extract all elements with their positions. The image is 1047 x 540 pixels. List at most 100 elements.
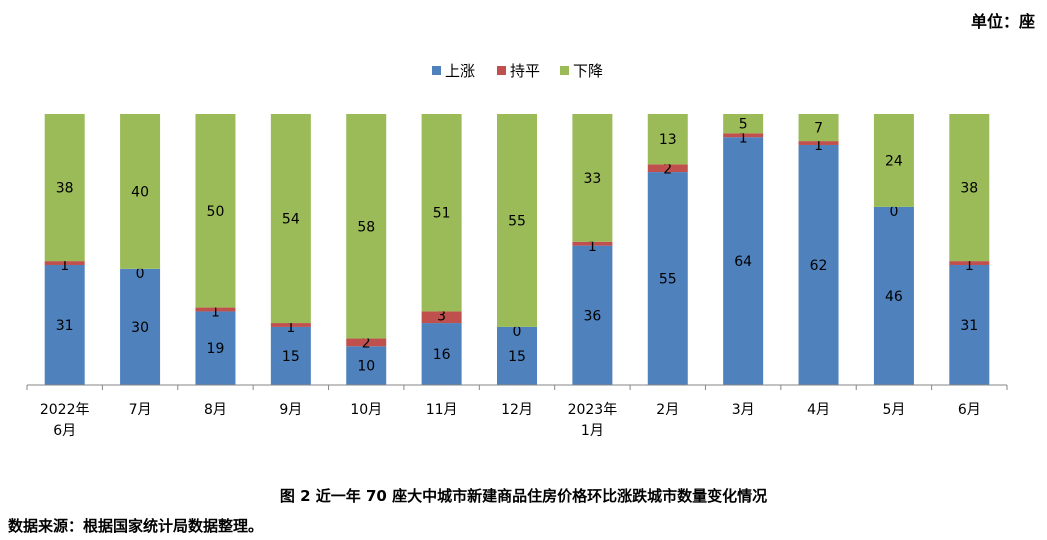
bar-0-2 [195,311,236,385]
bar-2-2 [195,114,236,308]
bar-2-5 [421,114,462,312]
data-label-0-9: 64 [734,254,752,270]
data-label-0-2: 19 [207,341,225,357]
data-label-1-3: 1 [286,320,295,336]
data-label-2-0: 38 [56,181,74,197]
data-label-0-7: 36 [583,308,601,324]
x-tick-label-11-0: 5月 [882,402,905,418]
bar-1-9 [723,133,764,138]
legend-label-0: 上涨 [445,62,475,80]
bar-0-11 [873,206,914,385]
data-label-2-11: 24 [885,153,903,169]
x-tick-label-4-0: 10月 [350,402,382,418]
bar-0-12 [949,264,990,385]
bar-1-5 [421,311,462,324]
bar-2-10 [798,114,839,142]
bar-0-8 [647,172,688,385]
x-tick-label-1-0: 7月 [129,402,152,418]
x-tick-label-6-0: 12月 [501,402,533,418]
bar-0-1 [120,268,161,385]
data-label-1-1: 0 [136,266,145,282]
bar-2-6 [497,114,537,327]
bar-2-4 [346,114,387,339]
data-label-1-10: 1 [814,138,823,154]
bar-0-3 [270,326,311,385]
bar-1-7 [572,241,613,246]
legend-swatch-0 [432,66,441,75]
bar-2-9 [723,114,764,134]
bar-1-2 [195,307,236,312]
x-axis: 2022年 6月 7月 8月 9月 10月 11月 12月 2023年 1月 2月 3月 4月 5月 6月 [26,384,1008,439]
bar-0-6 [497,326,537,385]
data-label-0-12: 31 [960,318,978,334]
bar-1-12 [949,261,990,265]
data-label-2-9: 5 [739,117,748,133]
data-label-1-0: 1 [60,258,69,274]
data-label-0-5: 16 [433,347,451,363]
bar-1-0 [44,261,85,265]
data-label-0-1: 30 [131,320,149,336]
bar-1-8 [647,164,688,173]
bar-1-4 [346,338,387,347]
data-label-1-12: 1 [965,258,974,274]
data-label-2-5: 51 [433,206,451,222]
data-source-note: 数据来源：根据国家统计局数据整理。 [8,517,264,535]
data-label-2-7: 33 [583,171,601,187]
x-tick-label-0-0: 2022年 [40,402,90,418]
data-label-1-4: 2 [362,336,371,352]
x-tick-label-5-0: 11月 [426,402,458,418]
data-label-0-0: 31 [56,318,74,334]
bar-1-3 [270,323,311,327]
bar-0-4 [346,346,387,385]
data-label-1-7: 1 [588,239,597,255]
x-tick-label-3-0: 9月 [279,402,302,418]
legend-label-2: 下降 [573,62,603,80]
data-label-2-8: 13 [659,132,677,148]
legend-label-1: 持平 [510,62,540,80]
data-label-2-1: 40 [131,184,149,200]
x-tick-label-8-0: 2月 [656,402,679,418]
data-label-1-8: 2 [663,161,672,177]
x-tick-label-10-0: 4月 [807,402,830,418]
bar-2-0 [44,114,85,262]
legend: 上涨 持平 下降 [432,62,603,80]
x-tick-label-12-0: 6月 [958,402,981,418]
bar-0-0 [44,264,85,385]
bar-2-12 [949,114,990,262]
data-label-0-4: 10 [357,359,375,375]
x-tick-label-7-1: 1月 [581,423,604,439]
x-tick-label-0-1: 6月 [53,423,76,439]
data-label-1-5: 3 [437,308,446,324]
bar-2-3 [270,114,311,324]
data-label-2-10: 7 [814,121,823,137]
bar-0-7 [572,245,613,385]
bar-0-9 [723,137,764,385]
bar-0-10 [798,144,839,385]
data-label-0-8: 55 [659,272,677,288]
bar-2-1 [120,114,161,269]
x-tick-label-9-0: 3月 [732,402,755,418]
bar-2-7 [572,114,613,242]
bar-2-11 [873,114,914,207]
legend-swatch-1 [497,66,506,75]
data-label-1-6: 0 [513,324,522,340]
x-tick-label-7-0: 2023年 [568,402,618,418]
legend-swatch-2 [560,66,569,75]
data-label-0-3: 15 [282,349,300,365]
data-label-2-4: 58 [357,219,375,235]
data-label-2-12: 38 [960,181,978,197]
data-label-1-11: 0 [889,204,898,220]
bar-2-8 [647,114,688,165]
unit-label: 单位：座 [970,12,1035,31]
data-label-1-2: 1 [211,305,220,321]
data-label-2-6: 55 [508,213,526,229]
x-tick-label-2-0: 8月 [204,402,227,418]
bar-0-5 [421,323,462,385]
data-label-1-9: 1 [739,130,748,146]
bar-1-10 [798,141,839,145]
data-label-0-10: 62 [810,258,828,274]
stacked-bar-chart: 上涨 持平 下降 311383004019150151541025816351150… [26,62,1008,439]
figure-caption: 图 2 近一年 70 座大中城市新建商品住房价格环比涨跌城市数量变化情况 [279,487,768,505]
data-label-2-3: 54 [282,212,300,228]
data-label-0-6: 15 [508,349,526,365]
